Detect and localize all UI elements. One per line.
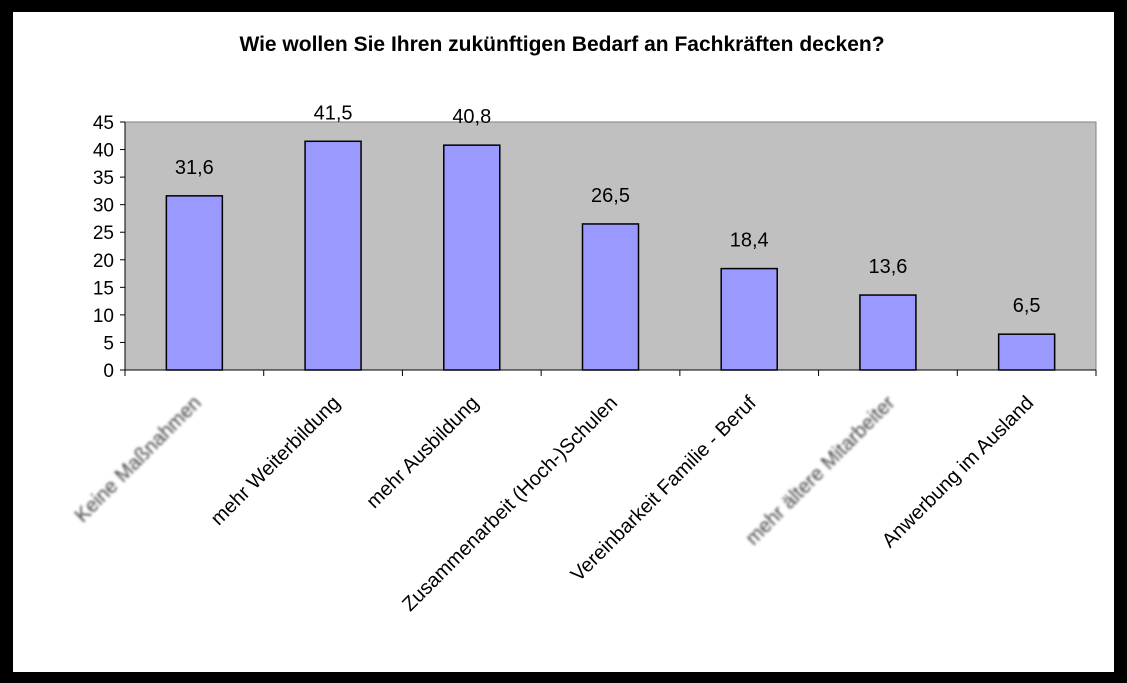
data-label: 31,6 <box>175 157 214 179</box>
bar-3 <box>581 223 640 371</box>
bar-2 <box>443 144 501 371</box>
bars-layer <box>165 140 1056 371</box>
y-tick-label: 5 <box>103 333 114 354</box>
y-tick-label: 35 <box>93 168 114 189</box>
data-label: 13,6 <box>868 256 907 278</box>
y-tick-label: 25 <box>93 223 114 244</box>
y-tick-label: 30 <box>93 196 114 217</box>
bar-6 <box>997 333 1056 371</box>
chart-frame: Wie wollen Sie Ihren zukünftigen Bedarf … <box>13 12 1114 672</box>
bar-5 <box>859 294 917 371</box>
data-label: 41,5 <box>314 102 353 124</box>
category-label: Zusammenarbeit (Hoch-)Schulen <box>398 392 622 616</box>
y-tick-label: 40 <box>93 141 114 162</box>
bar-4 <box>720 267 778 371</box>
data-label: 26,5 <box>591 185 630 207</box>
axes-layer: 0 5 10 15 20 25 30 35 40 45 <box>93 113 1097 382</box>
y-tick-label: 45 <box>93 113 114 134</box>
category-label: Keine Maßnahmen <box>71 392 206 527</box>
category-label: mehr Ausbildung <box>362 392 483 513</box>
category-label: Anwerbung im Ausland <box>878 392 1038 552</box>
category-label: mehr ältere Mitarbeiter <box>742 392 900 550</box>
y-tick-label: 0 <box>103 361 114 382</box>
data-label: 18,4 <box>730 230 769 252</box>
chart-title: Wie wollen Sie Ihren zukünftigen Bedarf … <box>239 33 884 56</box>
category-label: mehr Weiterbildung <box>207 392 345 530</box>
bar-0 <box>165 195 224 371</box>
y-tick-label: 10 <box>93 306 114 327</box>
bar-1 <box>304 140 362 371</box>
bar-chart: Wie wollen Sie Ihren zukünftigen Bedarf … <box>71 33 1097 616</box>
data-label: 6,5 <box>1013 295 1041 317</box>
data-label: 40,8 <box>452 106 491 128</box>
y-tick-label: 15 <box>93 278 114 299</box>
y-tick-label: 20 <box>93 251 114 272</box>
